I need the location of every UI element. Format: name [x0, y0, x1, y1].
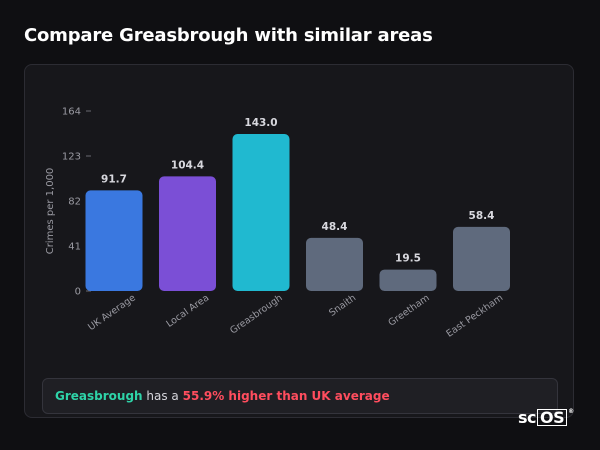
y-tick-label: 82 [68, 197, 81, 208]
bar [379, 269, 437, 291]
x-tick-label: Greetham [386, 292, 431, 328]
y-tick-label: 123 [62, 152, 81, 163]
bar [453, 226, 510, 291]
bar-value-label: 48.4 [322, 221, 348, 233]
y-tick-label: 164 [62, 107, 81, 118]
bar-value-label: 19.5 [395, 253, 421, 265]
x-tick-label: Snaith [327, 292, 358, 318]
y-axis-title: Crimes per 1,000 [45, 168, 56, 255]
summary-area-name: Greasbrough [55, 389, 143, 403]
page-title: Compare Greasbrough with similar areas [24, 25, 433, 46]
logo-registered-mark: ® [568, 408, 574, 415]
x-tick-label: East Peckham [444, 292, 505, 339]
summary-box: Greasbrough has a 55.9% higher than UK a… [42, 378, 558, 414]
summary-connector: has a [146, 389, 179, 403]
y-tick-label: 41 [68, 242, 81, 253]
logo-prefix: sc [518, 408, 537, 427]
y-tick-label: 0 [75, 287, 81, 298]
bar-value-label: 104.4 [171, 159, 204, 171]
logo-box: OS [537, 409, 568, 426]
summary-difference: 55.9% higher than UK average [182, 389, 390, 403]
x-tick-label: Local Area [164, 292, 211, 329]
bar-chart: Crimes per 1,000 0 41 82 123 164 91.7 UK Averag… [45, 107, 510, 340]
bar [159, 176, 216, 291]
bar [232, 134, 290, 291]
x-tick-label: Greasbrough [228, 292, 285, 336]
bar-value-label: 58.4 [469, 210, 495, 222]
brand-logo: sc OS ® [518, 408, 574, 427]
bar [306, 237, 363, 291]
bar-value-label: 91.7 [101, 173, 127, 185]
x-tick-label: UK Average [86, 292, 138, 333]
bar-value-label: 143.0 [244, 117, 277, 129]
chart-card: Crimes per 1,000 0 41 82 123 164 91.7 UK Averag… [24, 64, 574, 418]
bar [85, 190, 143, 291]
